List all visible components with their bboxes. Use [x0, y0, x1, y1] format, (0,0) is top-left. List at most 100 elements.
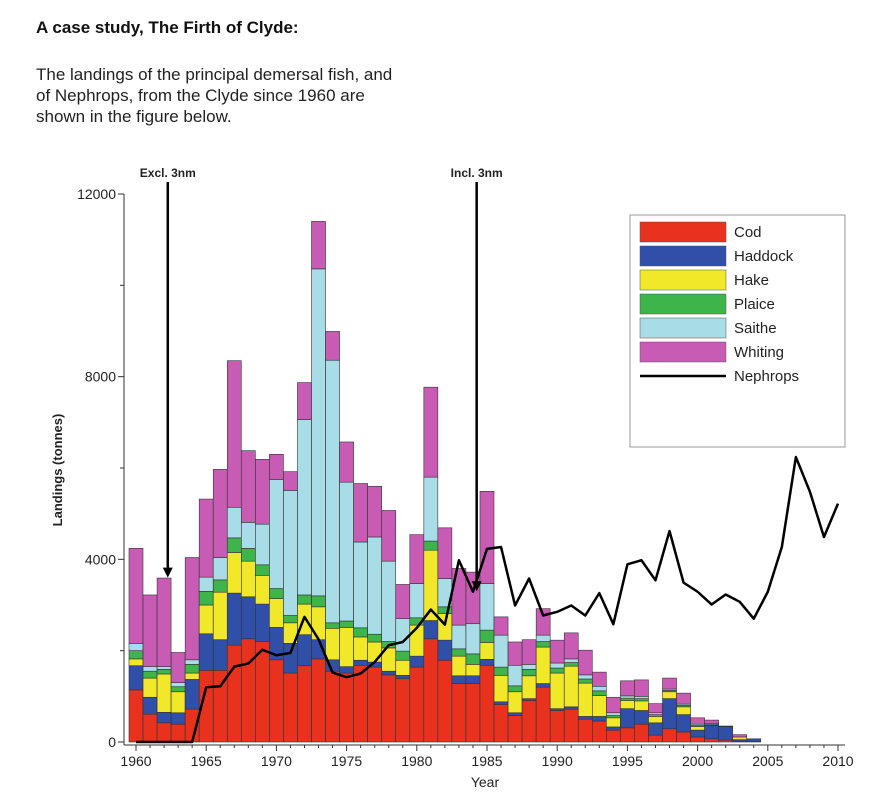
bar-haddock-1989 [535, 683, 551, 688]
bar-whiting-1985 [479, 490, 495, 584]
bar-cod-1973 [311, 658, 326, 743]
bar-hake-1991 [563, 665, 579, 708]
bar-plaice-1981 [423, 540, 439, 551]
bar-haddock-1991 [563, 706, 579, 710]
bar-haddock-1968 [241, 596, 256, 640]
bar-haddock-1997 [648, 722, 663, 736]
bar-haddock-1984 [465, 675, 481, 684]
bar-cod-1993 [592, 720, 607, 743]
bar-saithe-1993 [592, 685, 607, 692]
bar-whiting-1994 [606, 696, 621, 714]
bar-plaice-1984 [465, 653, 481, 665]
bar-plaice-1964 [184, 664, 200, 674]
bar-hake-1990 [549, 672, 565, 709]
bar-whiting-1996 [634, 679, 649, 697]
legend-label-cod: Cod [734, 224, 762, 241]
bar-cod-1990 [549, 710, 565, 743]
bar-hake-1977 [367, 641, 382, 663]
bar-haddock-1999 [676, 714, 691, 733]
bar-haddock-1996 [634, 710, 649, 725]
bar-plaice-1993 [592, 690, 607, 696]
bar-cod-1997 [648, 734, 663, 743]
bar-cod-1963 [170, 723, 186, 743]
bar-whiting-1979 [395, 584, 411, 620]
bar-cod-1985 [479, 664, 495, 743]
bar-saithe-1965 [198, 576, 214, 592]
bar-whiting-1968 [241, 450, 256, 523]
bar-saithe-1978 [381, 560, 397, 642]
bar-hake-1974 [325, 627, 340, 661]
x-tick-label: 2010 [822, 753, 853, 769]
bar-haddock-2001 [704, 725, 719, 740]
bar-plaice-1972 [297, 594, 312, 605]
bar-whiting-1974 [325, 331, 340, 361]
y-tick-label: 4000 [85, 551, 116, 567]
bar-whiting-1973 [311, 221, 326, 270]
legend-swatch-cod [639, 221, 727, 243]
legend-swatch-haddock [639, 245, 727, 267]
bar-haddock-1971 [283, 643, 298, 674]
bar-plaice-1965 [198, 590, 214, 606]
bar-cod-1967 [226, 644, 242, 743]
x-tick-label: 1990 [542, 753, 573, 769]
bar-haddock-1975 [339, 666, 354, 674]
legend-label-hake: Hake [734, 272, 769, 289]
bar-haddock-1966 [212, 639, 228, 671]
bars-layer [128, 221, 840, 744]
bar-whiting-1981 [423, 386, 439, 478]
bar-whiting-1972 [297, 382, 312, 420]
bar-hake-1999 [676, 706, 691, 715]
bar-saithe-1981 [423, 476, 439, 542]
bar-haddock-2000 [690, 729, 705, 738]
bar-cod-1974 [325, 670, 340, 743]
bar-haddock-1961 [142, 696, 158, 715]
annotation-label: Excl. 3nm [140, 166, 196, 180]
bar-whiting-1993 [592, 671, 607, 687]
bar-hake-1961 [142, 677, 158, 698]
bar-plaice-1990 [549, 667, 565, 674]
bar-plaice-1967 [226, 537, 242, 553]
bar-plaice-1969 [255, 564, 270, 576]
bar-haddock-1962 [156, 712, 172, 724]
intro-line: The landings of the principal demersal f… [36, 65, 393, 84]
x-tick-label: 1985 [471, 753, 502, 769]
bar-whiting-1966 [212, 469, 228, 558]
bar-cod-1981 [423, 638, 439, 743]
bar-plaice-1986 [493, 666, 509, 676]
bar-haddock-1969 [255, 603, 270, 642]
bar-cod-1988 [521, 700, 537, 743]
bar-hake-1989 [535, 646, 551, 684]
legend-swatch-hake [639, 269, 727, 291]
bar-haddock-1963 [170, 712, 186, 725]
bar-whiting-1962 [156, 577, 172, 667]
bar-whiting-1990 [549, 639, 565, 664]
legend: Cod Haddock Hake Plaice Saithe Whiting Nephrop… [629, 214, 846, 448]
bar-whiting-1977 [367, 485, 382, 538]
x-tick-label: 1980 [401, 753, 432, 769]
bar-plaice-1962 [156, 669, 172, 675]
bar-plaice-1992 [577, 678, 593, 684]
bar-saithe-1992 [577, 674, 593, 680]
bar-haddock-1980 [409, 655, 425, 668]
bar-plaice-1987 [507, 685, 523, 693]
bar-saithe-1980 [409, 583, 425, 619]
bar-hake-1968 [241, 560, 256, 598]
bar-haddock-2002 [718, 726, 733, 741]
bar-saithe-1967 [226, 506, 242, 539]
bar-saithe-1988 [521, 664, 537, 670]
y-tick-label: 12000 [77, 186, 116, 202]
y-axis-label: Landings (tonnes) [50, 414, 65, 527]
bar-haddock-1960 [128, 665, 144, 691]
bar-hake-1984 [465, 664, 481, 677]
bar-saithe-1975 [339, 481, 354, 622]
bar-cod-1968 [241, 638, 256, 743]
annotations-layer: Excl. 3nm Incl. 3nm [140, 166, 503, 592]
bar-whiting-1975 [339, 441, 354, 483]
bar-hake-1992 [577, 682, 593, 717]
x-tick-label: 1970 [261, 753, 292, 769]
bar-plaice-1994 [606, 715, 621, 719]
bar-plaice-1966 [212, 579, 228, 593]
bar-cod-1984 [465, 683, 481, 743]
bar-haddock-1992 [577, 716, 593, 720]
